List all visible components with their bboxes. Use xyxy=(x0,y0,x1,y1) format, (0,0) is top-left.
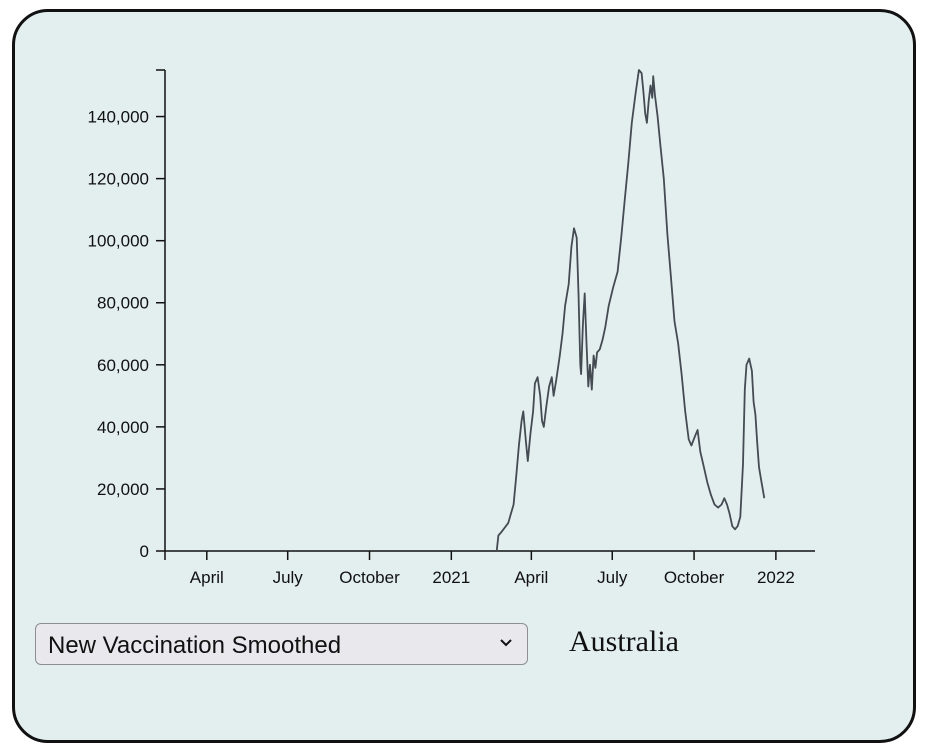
x-tick-label: October xyxy=(339,568,400,587)
y-axis: 0 20,000 40,000 60,000 80,000 100,000 120,000 1… xyxy=(88,69,166,561)
x-tick-label: October xyxy=(664,568,725,587)
x-tick-label: April xyxy=(190,568,224,587)
y-tick-label: 40,000 xyxy=(97,418,149,437)
x-tick-label: 2021 xyxy=(432,568,470,587)
metric-select-value: New Vaccination Smoothed xyxy=(48,632,342,659)
y-tick-label: 0 xyxy=(140,542,149,561)
x-tick-label: July xyxy=(597,568,628,587)
y-tick-label: 140,000 xyxy=(88,108,149,127)
x-tick-label: July xyxy=(273,568,304,587)
x-axis: April July October 2021 April July October 2022 xyxy=(164,550,815,587)
y-tick-label: 120,000 xyxy=(88,170,149,189)
y-tick-label: 80,000 xyxy=(97,294,149,313)
y-tick-label: 60,000 xyxy=(97,356,149,375)
country-label: Australia xyxy=(569,625,679,658)
x-tick-label: 2022 xyxy=(757,568,795,587)
y-tick-label: 100,000 xyxy=(88,232,149,251)
y-tick-label: 20,000 xyxy=(97,480,149,499)
metric-select[interactable]: New Vaccination Smoothed xyxy=(35,623,528,665)
series-line xyxy=(495,69,766,552)
chart-card xyxy=(12,9,916,743)
chevron-down-icon xyxy=(500,639,512,647)
x-tick-label: April xyxy=(514,568,548,587)
